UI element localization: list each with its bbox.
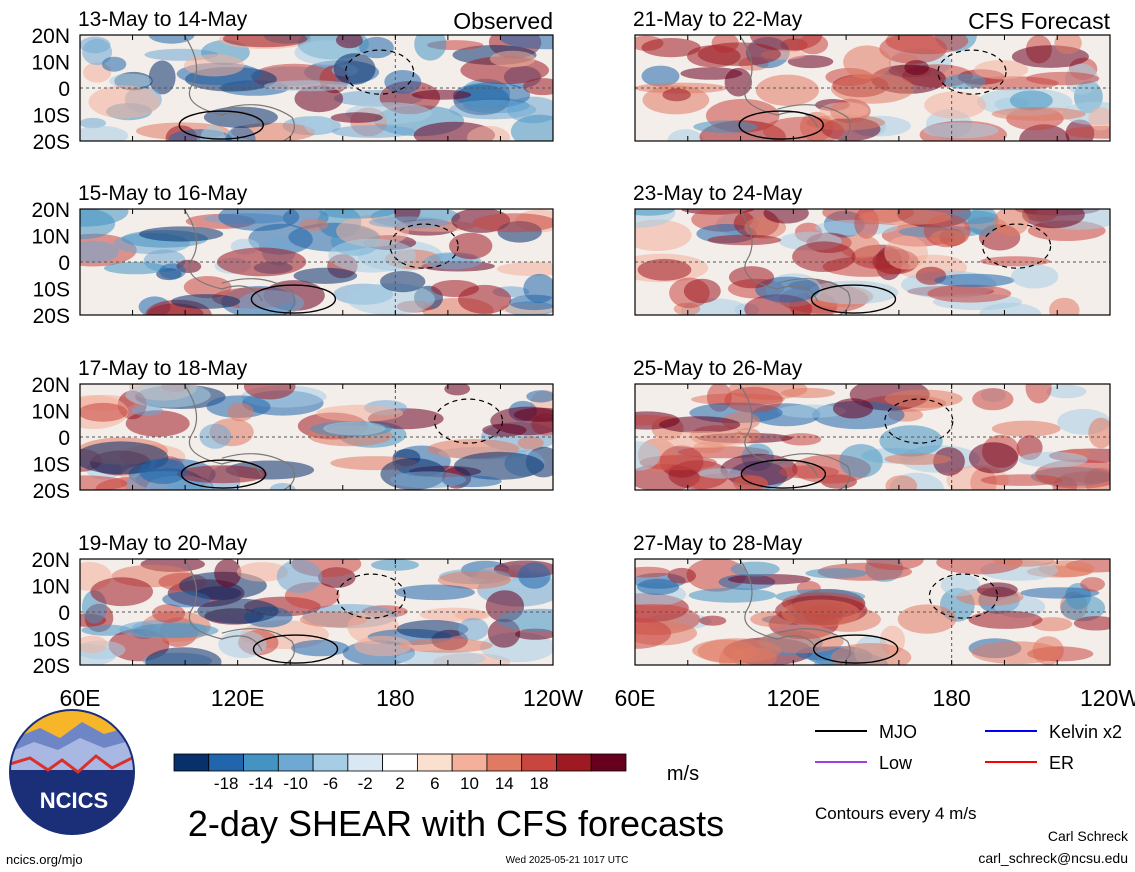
lat-tick-label: 20S	[33, 131, 70, 154]
colorbar-swatch	[521, 753, 557, 772]
colorbar: -18 -14 -10 -6 -2 2 6 10 14 18	[173, 753, 627, 793]
panel-label: 15-May to 16-May	[78, 182, 248, 205]
lat-tick-label: 20S	[33, 655, 70, 678]
colorbar-swatch	[208, 753, 244, 772]
legend-label: Kelvin x2	[1049, 722, 1122, 742]
legend-label: MJO	[879, 722, 917, 742]
colorbar-swatch	[277, 753, 314, 772]
panel-label: 27-May to 28-May	[633, 532, 803, 555]
panel-label: 25-May to 26-May	[633, 357, 803, 380]
colorbar-swatch	[173, 753, 210, 772]
colorbar-swatch	[416, 753, 453, 772]
units-label: m/s	[667, 763, 699, 785]
colorbar-swatch	[312, 753, 349, 772]
lat-tick-label: 20N	[31, 549, 70, 572]
lat-tick-label: 0	[58, 252, 70, 275]
colorbar-label: 14	[495, 774, 514, 793]
lat-tick-label: 10N	[31, 52, 70, 75]
legend: MJO Kelvin x2 Low ER	[815, 722, 1122, 773]
map-panel: 19-May to 20-May 20N 10N 0 10S 20S	[31, 532, 554, 678]
observed-header: Observed	[453, 8, 553, 34]
lat-tick-label: 10N	[31, 576, 70, 599]
axis-labels: 60E 120E 180 120W 60E 120E 180 120W	[60, 685, 1135, 711]
contour-note: Contours every 4 m/s	[815, 804, 977, 823]
map-panel: 17-May to 18-May 20N 10N 0 10S 20S	[31, 357, 554, 503]
colorbar-swatch	[590, 753, 627, 772]
author-name: Carl Schreck	[1048, 828, 1129, 844]
lat-tick-label: 10S	[33, 279, 70, 302]
colorbar-label: 6	[430, 774, 439, 793]
colorbar-swatch	[347, 753, 384, 772]
legend-label: ER	[1049, 753, 1074, 773]
timestamp: Wed 2025-05-21 1017 UTC	[506, 855, 629, 866]
colorbar-label: 10	[460, 774, 479, 793]
lon-tick-label: 120E	[766, 685, 820, 711]
colorbar-swatch	[556, 753, 592, 772]
lat-tick-label: 20S	[33, 480, 70, 503]
panel-label: 23-May to 24-May	[633, 182, 803, 205]
panel-label: 19-May to 20-May	[78, 532, 248, 555]
lat-tick-label: 10S	[33, 105, 70, 128]
lat-tick-label: 0	[58, 602, 70, 625]
author-email: carl_schreck@ncsu.edu	[978, 850, 1128, 866]
colorbar-label: -6	[323, 774, 338, 793]
panel-label: 17-May to 18-May	[78, 357, 248, 380]
logo-text: NCICS	[40, 788, 108, 813]
lat-tick-label: 0	[58, 427, 70, 450]
lon-tick-label: 60E	[615, 685, 656, 711]
lat-tick-label: 10S	[33, 454, 70, 477]
lat-tick-label: 20N	[31, 25, 70, 48]
legend-label: Low	[879, 753, 913, 773]
colorbar-label: -14	[249, 774, 274, 793]
lat-tick-label: 10N	[31, 226, 70, 249]
website-link[interactable]: ncics.org/mjo	[6, 852, 83, 867]
map-panel: 21-May to 22-May	[633, 8, 1111, 142]
ncics-logo: NCICS	[9, 709, 135, 835]
colorbar-label: -10	[283, 774, 308, 793]
lat-tick-label: 20N	[31, 374, 70, 397]
lat-tick-label: 10N	[31, 401, 70, 424]
map-panel: 23-May to 24-May	[633, 182, 1111, 316]
map-panel: 25-May to 26-May	[633, 357, 1111, 491]
panel-label: 21-May to 22-May	[633, 8, 803, 31]
colorbar-swatch	[451, 753, 488, 772]
lon-tick-label: 120W	[523, 685, 583, 711]
lon-tick-label: 180	[376, 685, 414, 711]
forecast-header: CFS Forecast	[968, 8, 1110, 34]
lon-tick-label: 120E	[211, 685, 265, 711]
lon-tick-label: 60E	[60, 685, 101, 711]
colorbar-label: -18	[214, 774, 239, 793]
colorbar-label: 2	[395, 774, 404, 793]
colorbar-label: 18	[530, 774, 549, 793]
map-panel: 27-May to 28-May	[633, 532, 1111, 666]
lat-tick-label: 10S	[33, 629, 70, 652]
colorbar-label: -2	[358, 774, 373, 793]
lat-tick-label: 20N	[31, 199, 70, 222]
chart-title: 2-day SHEAR with CFS forecasts	[188, 803, 724, 844]
lat-tick-label: 20S	[33, 305, 70, 328]
lon-tick-label: 180	[932, 685, 970, 711]
colorbar-swatch	[382, 753, 418, 772]
colorbar-swatch	[486, 753, 523, 772]
panel-label: 13-May to 14-May	[78, 8, 248, 31]
map-panel: 15-May to 16-May 20N 10N 0 10S 20S	[31, 182, 554, 328]
lat-tick-label: 0	[58, 78, 70, 101]
map-panel: 13-May to 14-May 20N 10N 0 10S 20S	[31, 8, 554, 154]
lon-tick-label: 120W	[1080, 685, 1135, 711]
colorbar-swatch	[243, 753, 279, 772]
